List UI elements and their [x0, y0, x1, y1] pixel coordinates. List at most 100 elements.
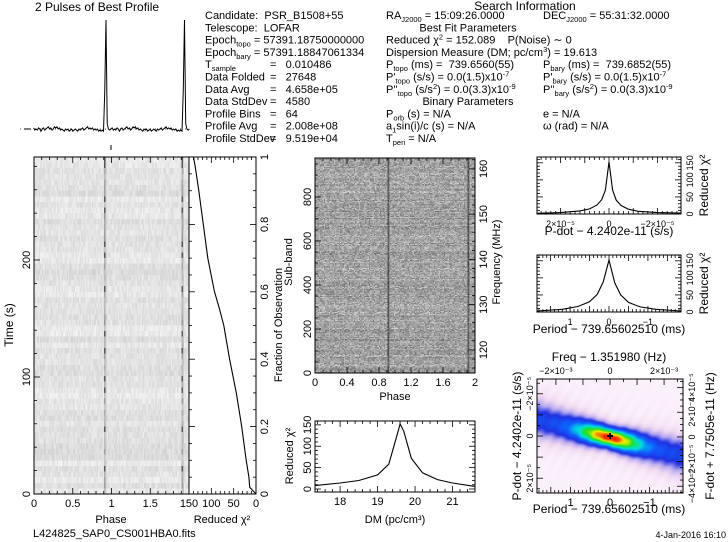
- x-axis-label: Phase: [379, 391, 410, 403]
- tick-label: 1: [568, 317, 573, 327]
- tick-label: 2×10⁻⁵: [525, 464, 535, 493]
- info-param: Porb (s) = N/A: [386, 108, 452, 122]
- info-label-part: Profile StdDev: [205, 133, 276, 145]
- tick-label: 2×10⁻⁵: [546, 219, 575, 229]
- info-param-part: (s/s) = 0.0(1.5)x10: [410, 72, 503, 84]
- tick-label: 150: [478, 205, 490, 223]
- tick-label: 0.8: [259, 217, 271, 232]
- tick-label: 50: [685, 290, 695, 300]
- y2-axis-label: F-dot + 7.7505e-11 (Hz): [703, 372, 717, 500]
- tick-label: 150: [685, 155, 695, 170]
- info-label-part: Data Folded: [205, 72, 265, 84]
- time-phase-image: [34, 157, 189, 494]
- info-param: Dispersion Measure (DM; pc/cm3) = 19.613: [386, 45, 597, 59]
- tick-label: 20: [409, 496, 421, 508]
- info-param-part: bary: [552, 77, 567, 86]
- info-param-part: (ms) = 739.6852(55): [565, 59, 671, 71]
- info-param-part: (ms) = 739.6560(55): [408, 59, 514, 71]
- info-param-part: -7: [660, 70, 667, 79]
- tick-label: 21: [446, 496, 458, 508]
- info-param-part: J2000: [401, 15, 421, 24]
- tick-label: 0: [253, 498, 259, 510]
- info-section-heading-part: Best Fit Parameters: [419, 22, 517, 34]
- tick-label: 2×10⁻⁵: [687, 398, 697, 427]
- info-section-heading-part: Binary Parameters: [422, 96, 514, 108]
- info-param-part: Reduced χ: [386, 35, 439, 47]
- info-param: e = N/A: [543, 108, 581, 120]
- tick-label: 120: [478, 341, 490, 359]
- tick-label: 0: [606, 317, 611, 327]
- info-label: Data Folded: [205, 72, 265, 84]
- info-param: a1sin(i)/c (s) = N/A: [386, 121, 476, 135]
- profile-line: [33, 19, 190, 133]
- info-param-part: -9: [666, 82, 673, 91]
- x-axis-label: Period − 739.65602510 (ms): [533, 502, 685, 516]
- info-param: DECJ2000 = 55:31:32.0000: [543, 10, 670, 24]
- x2-axis-label: Freq − 1.351980 (Hz): [552, 350, 666, 364]
- info-label-part: Data Avg: [205, 84, 249, 96]
- tick-label: −2×10⁻³: [539, 366, 572, 376]
- info-param-part: ) = 19.613: [547, 47, 597, 59]
- tick-label: −2×10⁻⁵: [640, 219, 674, 229]
- info-value: = 64: [270, 108, 298, 120]
- tick-label: 18: [334, 496, 346, 508]
- info-param-part: P: [386, 59, 393, 71]
- info-param: Tperi = N/A: [386, 133, 437, 147]
- info-label-part: Candidate: PSR_B1508+55: [205, 10, 344, 22]
- info-param-part: RA: [386, 10, 402, 22]
- tick-label: 200: [302, 320, 314, 338]
- chi-fraction-frame: [188, 156, 257, 495]
- info-param-part: e = N/A: [543, 108, 581, 120]
- info-label-part: Epoch: [205, 47, 236, 59]
- tick-label: 0: [31, 498, 37, 510]
- tick-label: 0.6: [259, 284, 271, 299]
- tick-label: 0.5: [65, 498, 80, 510]
- info-value: = 9.519e+04: [270, 133, 338, 145]
- info-label-part: Profile Bins: [205, 108, 261, 120]
- info-param-part: bary: [550, 64, 565, 73]
- subband-phase-image: [315, 158, 475, 373]
- info-param-part: topo: [393, 64, 408, 73]
- tick-label: −1: [643, 497, 656, 509]
- tick-label: 1: [567, 497, 573, 509]
- info-label-part: = 57391.18847061334: [251, 47, 364, 59]
- tick-label: 150: [685, 253, 695, 268]
- tick-label: 0: [312, 377, 318, 389]
- tick-label: 0.4: [259, 352, 271, 367]
- tick-label: 0: [606, 219, 611, 229]
- info-param: Pbary (ms) = 739.6852(55): [543, 59, 671, 73]
- info-param-part: a: [386, 121, 393, 133]
- tick-label: −2×10⁻⁵: [525, 377, 535, 411]
- info-label: Data StdDev: [205, 96, 268, 108]
- tick-label: 0: [525, 433, 535, 438]
- info-param-part: = 15:09:26.0000: [422, 10, 505, 22]
- tick-label: 0: [607, 366, 612, 376]
- tick-label: 50: [685, 192, 695, 202]
- tick-label: 1: [108, 498, 114, 510]
- tick-label: 1: [259, 154, 271, 160]
- info-param-part: -9: [509, 82, 516, 91]
- tick-label: 0: [21, 491, 33, 497]
- info-label: Telescope: LOFAR: [205, 22, 300, 34]
- info-param: RAJ2000 = 15:09:26.0000: [386, 10, 505, 24]
- tick-label: −4×10⁻⁵: [687, 469, 697, 503]
- x-axis-label: DM (pc/cm³): [365, 514, 426, 526]
- profile-title: 2 Pulses of Best Profile: [35, 0, 159, 14]
- best-fit-marker: [607, 433, 613, 439]
- info-param: Ptopo (ms) = 739.6560(55): [386, 59, 514, 73]
- tick-label: 19: [371, 496, 383, 508]
- tick-label: 1.5: [143, 498, 158, 510]
- info-param-part: P: [543, 59, 550, 71]
- info-param-part: P'': [543, 84, 555, 96]
- info-label-part: Profile Avg: [205, 121, 257, 133]
- info-param-part: 1: [392, 126, 396, 135]
- info-section-heading: Best Fit Parameters: [419, 22, 517, 34]
- info-param-part: peri: [393, 138, 406, 147]
- pdot-curve: [536, 162, 682, 214]
- x-axis-label: Reduced χ²: [194, 514, 251, 526]
- info-param-part: Dispersion Measure (DM; pc/cm: [386, 47, 543, 59]
- info-param-part: P': [386, 72, 395, 84]
- tick-label: 100: [302, 437, 314, 455]
- info-param-part: P: [386, 108, 393, 120]
- tick-label: 50: [302, 461, 314, 473]
